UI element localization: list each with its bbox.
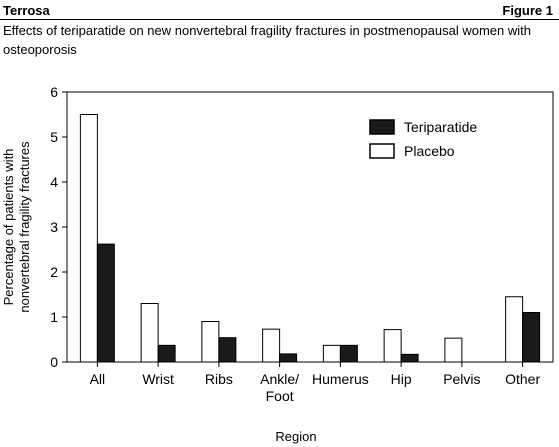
y-tick-label: 5 <box>50 129 58 145</box>
x-tick-label: Other <box>505 371 540 387</box>
plot-frame <box>66 91 554 363</box>
figure-number: Figure 1 <box>502 3 553 18</box>
legend-label: Teriparatide <box>404 119 477 135</box>
bar-placebo <box>201 321 220 363</box>
bar-placebo <box>322 344 341 363</box>
y-axis-label-line-2: nonvertebral fragility fractures <box>17 141 32 313</box>
bar-teriparatide <box>279 353 298 363</box>
chart-title: Effects of teriparatide on new nonverteb… <box>3 23 531 57</box>
x-axis-label: Region <box>275 429 316 444</box>
legend-swatch-teriparatide <box>369 119 395 135</box>
legend: Teriparatide Placebo <box>369 119 477 159</box>
y-tick-label: 0 <box>50 354 58 370</box>
x-tick-label: Ankle/ <box>260 371 299 387</box>
x-axis: All Wrist Ribs Ankle/Foot Humerus Hip Pelvis Ot… <box>90 362 540 404</box>
x-tick-label: Foot <box>266 388 294 404</box>
bar-placebo <box>262 328 281 363</box>
bar-placebo <box>383 329 402 363</box>
bar-teriparatide <box>400 353 419 363</box>
bar-placebo <box>140 303 159 363</box>
y-axis-label-line-1: Percentage of patients with <box>1 149 16 306</box>
x-tick-label: All <box>90 371 106 387</box>
header-rule <box>0 19 559 20</box>
x-tick-label: Ribs <box>205 371 233 387</box>
legend-label: Placebo <box>404 143 455 159</box>
bars-group <box>79 114 541 363</box>
y-tick-label: 4 <box>50 174 58 190</box>
x-tick-label: Wrist <box>142 371 174 387</box>
bar-placebo <box>505 296 524 363</box>
y-tick-label: 6 <box>50 84 58 100</box>
y-tick-label: 3 <box>50 219 58 235</box>
x-tick-label: Hip <box>391 371 412 387</box>
x-tick-label: Pelvis <box>443 371 480 387</box>
y-tick-label: 2 <box>50 264 58 280</box>
bar-teriparatide <box>522 312 541 363</box>
bar-teriparatide <box>157 344 176 363</box>
y-tick-label: 1 <box>50 309 58 325</box>
bar-teriparatide <box>218 337 237 363</box>
bar-teriparatide <box>96 243 115 363</box>
y-axis: 0 1 2 3 4 5 6 <box>50 84 67 370</box>
x-tick-label: Humerus <box>312 371 369 387</box>
bar-teriparatide <box>339 344 358 363</box>
legend-swatch-placebo <box>369 143 395 159</box>
bar-placebo <box>79 114 98 363</box>
header-source: Terrosa <box>3 3 50 18</box>
bar-placebo <box>444 337 463 363</box>
